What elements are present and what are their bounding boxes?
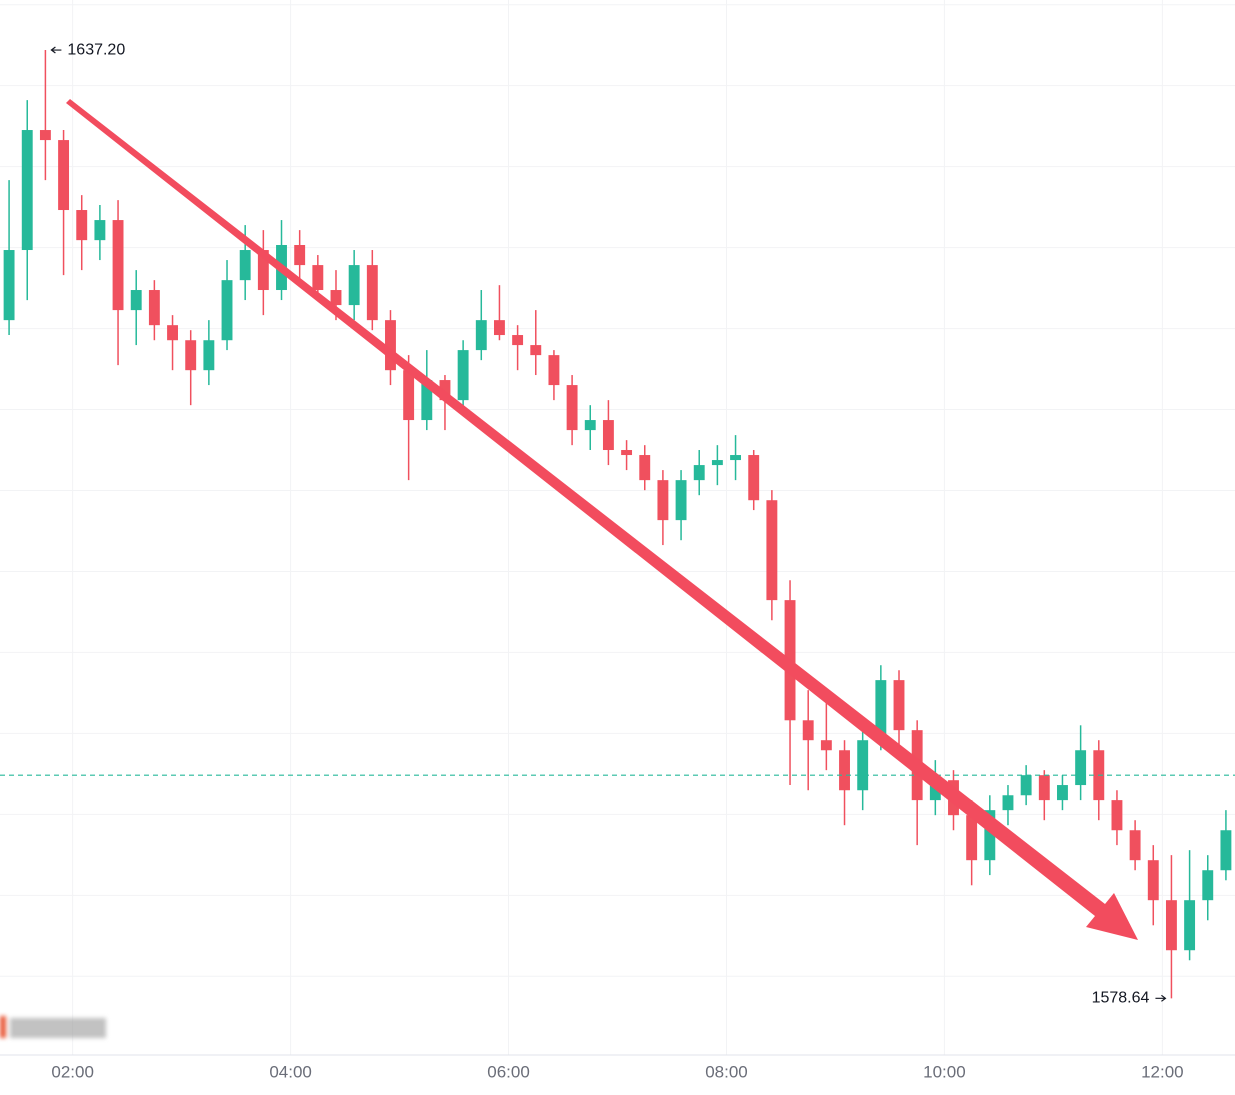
candle-body bbox=[657, 480, 669, 521]
candle-body bbox=[366, 265, 378, 321]
candle-body bbox=[584, 420, 596, 431]
candle-body bbox=[1057, 785, 1068, 801]
candle-body bbox=[294, 245, 306, 266]
label-arrow bbox=[50, 46, 62, 54]
extreme-label: 1637.20 bbox=[50, 41, 125, 58]
candle-body bbox=[1147, 860, 1159, 901]
candles bbox=[0, 50, 1235, 999]
candle-body bbox=[693, 465, 705, 481]
candle-body bbox=[1111, 800, 1123, 831]
x-tick-label: 10:00 bbox=[923, 1062, 966, 1081]
x-tick-label: 04:00 bbox=[269, 1062, 312, 1081]
candle-body bbox=[312, 265, 324, 291]
candle-body bbox=[3, 250, 15, 321]
candle-body bbox=[857, 740, 869, 791]
candle-body bbox=[984, 810, 996, 861]
candle-body bbox=[1165, 900, 1177, 951]
candle-body bbox=[403, 370, 415, 421]
watermark bbox=[0, 1016, 106, 1038]
candle-body bbox=[130, 290, 142, 311]
candle-body bbox=[602, 420, 614, 451]
candle-body bbox=[76, 210, 88, 241]
candle-body bbox=[512, 335, 524, 346]
candle-body bbox=[966, 815, 978, 861]
candle-body bbox=[639, 455, 651, 481]
candle-body bbox=[1220, 830, 1232, 871]
candle-body bbox=[475, 320, 487, 351]
candle-body bbox=[39, 130, 51, 141]
candle-body bbox=[148, 290, 160, 326]
x-tick-label: 08:00 bbox=[705, 1062, 748, 1081]
candle-body bbox=[1129, 830, 1141, 861]
candle-body bbox=[875, 680, 887, 741]
candle-body bbox=[1020, 775, 1032, 796]
candle-body bbox=[566, 385, 578, 431]
extreme-label: 1578.64 bbox=[1092, 990, 1167, 1007]
candle-body bbox=[385, 320, 396, 371]
candle-body bbox=[439, 380, 451, 401]
candle-body bbox=[766, 500, 778, 601]
candle-body bbox=[348, 265, 360, 306]
candle-body bbox=[58, 140, 70, 211]
extreme-value: 1578.64 bbox=[1092, 990, 1150, 1007]
candle-body bbox=[530, 345, 542, 356]
candle-body bbox=[112, 220, 124, 311]
candle-body bbox=[730, 455, 741, 461]
candle-body bbox=[711, 460, 723, 466]
x-tick-label: 12:00 bbox=[1141, 1062, 1184, 1081]
candle-body bbox=[94, 220, 106, 241]
extreme-value: 1637.20 bbox=[67, 41, 125, 58]
candle-body bbox=[839, 750, 850, 791]
grid bbox=[0, 0, 1235, 1055]
label-arrow bbox=[1155, 994, 1167, 1002]
candle-body bbox=[185, 340, 197, 371]
candle-body bbox=[802, 720, 814, 741]
candle-body bbox=[1002, 795, 1014, 811]
candle-body bbox=[748, 455, 760, 501]
candle-body bbox=[457, 350, 469, 401]
candle-body bbox=[167, 325, 178, 341]
candle-body bbox=[239, 250, 251, 281]
candle-body bbox=[621, 450, 633, 456]
candle-body bbox=[929, 780, 941, 801]
x-tick-label: 06:00 bbox=[487, 1062, 530, 1081]
candle-body bbox=[203, 340, 215, 371]
candle-body bbox=[330, 290, 342, 306]
x-tick-label: 02:00 bbox=[51, 1062, 94, 1081]
candle-body bbox=[421, 380, 433, 421]
candle-body bbox=[1075, 750, 1087, 786]
candle-body bbox=[820, 740, 832, 751]
candle-body bbox=[257, 250, 269, 291]
candle-body bbox=[675, 480, 687, 521]
candle-body bbox=[1184, 900, 1196, 951]
candle-body bbox=[893, 680, 905, 731]
candle-body bbox=[1038, 775, 1050, 801]
trend-arrow bbox=[66, 99, 1138, 940]
candle-body bbox=[494, 320, 505, 336]
candle-body bbox=[221, 280, 233, 341]
labels: 02:00 04:00 06:00 08:00 10:00 12:00 1637.20 157… bbox=[50, 41, 1184, 1081]
candle-body bbox=[548, 355, 560, 386]
candle-body bbox=[21, 130, 33, 251]
candle-body bbox=[1202, 870, 1214, 901]
